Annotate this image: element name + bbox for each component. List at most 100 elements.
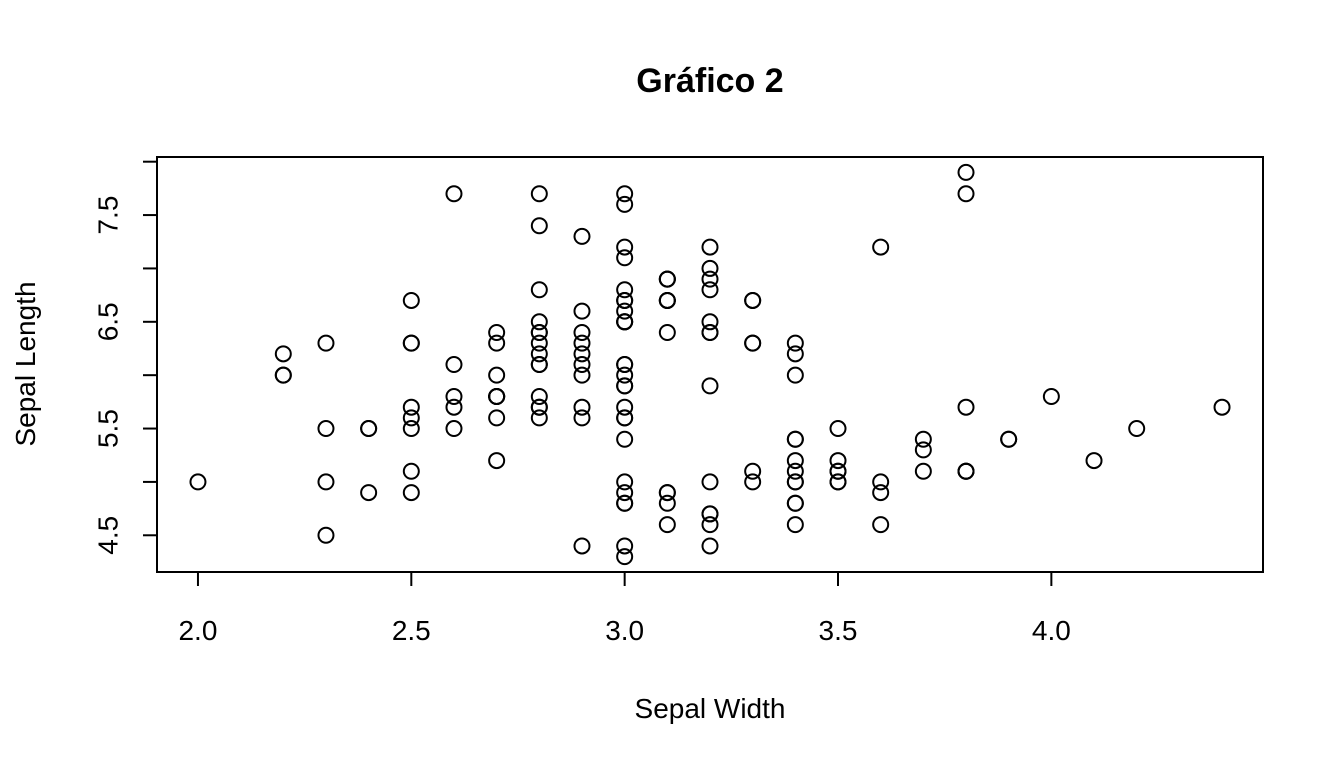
point bbox=[957, 462, 975, 480]
point bbox=[658, 516, 676, 534]
point bbox=[402, 409, 420, 427]
point bbox=[573, 302, 591, 320]
y-axis-label: Sepal Length bbox=[10, 281, 41, 446]
point bbox=[616, 398, 634, 416]
point bbox=[786, 494, 804, 512]
point bbox=[189, 473, 207, 491]
point bbox=[445, 185, 463, 203]
point bbox=[701, 238, 719, 256]
point bbox=[530, 388, 548, 406]
point bbox=[488, 388, 506, 406]
point bbox=[872, 484, 890, 502]
point bbox=[914, 462, 932, 480]
point bbox=[402, 420, 420, 438]
point bbox=[616, 313, 634, 331]
point bbox=[317, 420, 335, 438]
point bbox=[1042, 388, 1060, 406]
point bbox=[616, 185, 634, 203]
point bbox=[701, 313, 719, 331]
point bbox=[360, 484, 378, 502]
point bbox=[786, 516, 804, 534]
point bbox=[786, 452, 804, 470]
point bbox=[616, 537, 634, 555]
x-tick-label: 2.5 bbox=[392, 615, 431, 646]
point bbox=[488, 323, 506, 341]
point bbox=[701, 259, 719, 277]
point bbox=[616, 366, 634, 384]
point bbox=[872, 516, 890, 534]
point bbox=[402, 334, 420, 352]
point bbox=[573, 345, 591, 363]
point bbox=[616, 548, 634, 566]
point bbox=[701, 270, 719, 288]
x-tick-label: 3.0 bbox=[605, 615, 644, 646]
point bbox=[360, 420, 378, 438]
point bbox=[658, 323, 676, 341]
point bbox=[530, 398, 548, 416]
point bbox=[616, 281, 634, 299]
point bbox=[573, 356, 591, 373]
point bbox=[402, 484, 420, 502]
point bbox=[786, 462, 804, 480]
point bbox=[530, 334, 548, 352]
point bbox=[445, 420, 463, 438]
point bbox=[573, 366, 591, 384]
point bbox=[829, 452, 847, 470]
point bbox=[616, 430, 634, 448]
point bbox=[616, 291, 634, 309]
point bbox=[957, 398, 975, 416]
point bbox=[530, 345, 548, 363]
point bbox=[530, 409, 548, 427]
point bbox=[488, 334, 506, 352]
point bbox=[786, 345, 804, 363]
point bbox=[445, 356, 463, 373]
point bbox=[744, 291, 762, 309]
point bbox=[530, 281, 548, 299]
point bbox=[658, 484, 676, 502]
plot-box bbox=[156, 156, 1264, 573]
point bbox=[616, 249, 634, 267]
point bbox=[402, 398, 420, 416]
point bbox=[530, 356, 548, 373]
point bbox=[701, 473, 719, 491]
point bbox=[530, 323, 548, 341]
point bbox=[573, 398, 591, 416]
point bbox=[616, 377, 634, 395]
point bbox=[744, 473, 762, 491]
point bbox=[445, 398, 463, 416]
point bbox=[701, 377, 719, 395]
point bbox=[701, 323, 719, 341]
point bbox=[957, 163, 975, 181]
point bbox=[744, 334, 762, 352]
point bbox=[829, 420, 847, 438]
point bbox=[573, 409, 591, 427]
point bbox=[616, 494, 634, 512]
point bbox=[402, 291, 420, 309]
point bbox=[530, 217, 548, 235]
point bbox=[573, 323, 591, 341]
point bbox=[914, 430, 932, 448]
y-tick-label: 5.5 bbox=[92, 409, 123, 448]
point bbox=[1085, 452, 1103, 470]
point bbox=[786, 366, 804, 384]
point bbox=[701, 281, 719, 299]
x-axis-label: Sepal Width bbox=[635, 693, 786, 724]
point bbox=[274, 366, 292, 384]
point bbox=[658, 494, 676, 512]
point bbox=[530, 185, 548, 203]
point bbox=[957, 185, 975, 203]
point bbox=[786, 473, 804, 491]
x-tick-label: 3.5 bbox=[819, 615, 858, 646]
point bbox=[616, 484, 634, 502]
point bbox=[786, 334, 804, 352]
point bbox=[317, 526, 335, 544]
point bbox=[616, 473, 634, 491]
point bbox=[701, 505, 719, 523]
point bbox=[530, 313, 548, 331]
point bbox=[488, 409, 506, 427]
chart-title: Gráfico 2 bbox=[636, 62, 783, 100]
point bbox=[488, 366, 506, 384]
point bbox=[872, 473, 890, 491]
point bbox=[1213, 398, 1231, 416]
